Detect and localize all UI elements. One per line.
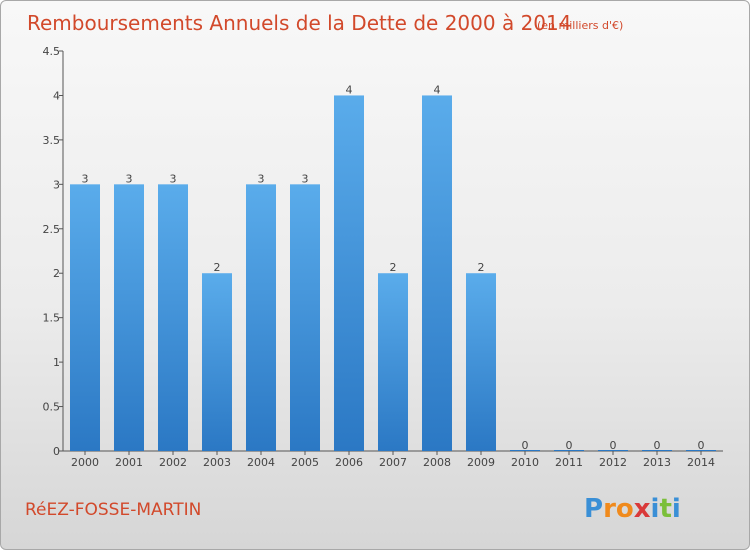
y-tick-label: 1.5 [43,312,61,325]
bar [246,184,276,452]
data-label: 2 [390,261,397,274]
y-tick-label: 0.5 [43,401,61,414]
x-tick-label: 2002 [159,456,187,469]
logo-letter: o [616,494,634,524]
data-label: 3 [302,172,309,185]
data-label: 2 [214,261,221,274]
bar [422,95,452,451]
logo-letter: t [659,494,671,524]
logo-letter: i [672,494,681,524]
commune-name: RéEZ-FOSSE-MARTIN [25,500,201,520]
data-label: 0 [698,439,705,452]
y-tick-label: 1 [53,356,60,369]
logo-letter: x [634,494,651,524]
logo-letter: i [651,494,660,524]
y-tick-label: 3.5 [43,134,61,147]
x-tick-label: 2004 [247,456,275,469]
y-tick-label: 4.5 [43,45,61,58]
chart-unit: (en milliers d'€) [537,19,623,32]
x-tick-label: 2000 [71,456,99,469]
x-tick-label: 2012 [599,456,627,469]
proxiti-logo: Proxiti [584,494,681,524]
bar [290,184,320,452]
data-label: 0 [610,439,617,452]
bar [334,95,364,451]
data-label: 0 [522,439,529,452]
data-label: 0 [566,439,573,452]
bar [202,273,232,451]
data-label: 4 [346,83,353,96]
y-tick-label: 2.5 [43,223,61,236]
logo-letter: r [603,494,616,524]
x-tick-label: 2013 [643,456,671,469]
y-tick-label: 2 [53,267,60,280]
data-label: 3 [170,172,177,185]
data-label: 3 [258,172,265,185]
data-label: 0 [654,439,661,452]
x-tick-label: 2005 [291,456,319,469]
x-tick-label: 2007 [379,456,407,469]
bar [70,184,100,452]
bar [158,184,188,452]
x-tick-label: 2014 [687,456,715,469]
bar [466,273,496,451]
bar [378,273,408,451]
x-tick-label: 2003 [203,456,231,469]
data-label: 3 [82,172,89,185]
x-tick-label: 2008 [423,456,451,469]
y-tick-label: 4 [53,89,60,102]
data-label: 3 [126,172,133,185]
data-label: 2 [478,261,485,274]
x-tick-label: 2010 [511,456,539,469]
chart-title: Remboursements Annuels de la Dette de 20… [27,11,571,35]
x-tick-label: 2009 [467,456,495,469]
x-tick-label: 2011 [555,456,583,469]
bars: 3 3 3 2 3 3 4 2 4 2 0 0 0 0 0 [70,83,716,452]
y-tick-label: 0 [53,445,60,458]
x-tick-label: 2001 [115,456,143,469]
logo-letter: P [584,494,603,524]
x-tick-label: 2006 [335,456,363,469]
bar [114,184,144,452]
y-tick-label: 3 [53,178,60,191]
data-label: 4 [434,83,441,96]
